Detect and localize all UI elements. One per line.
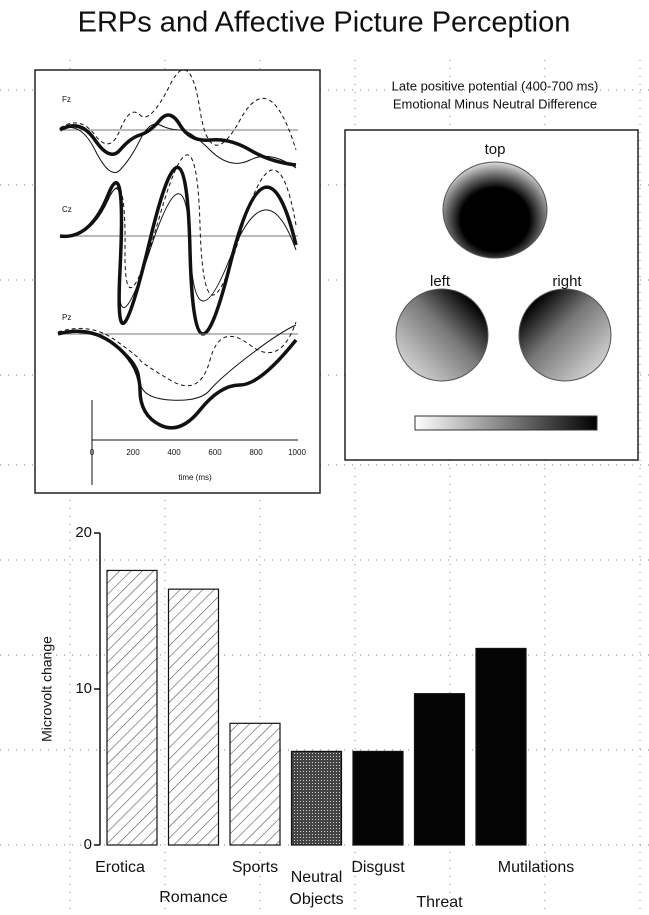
head-left xyxy=(395,288,489,382)
bar xyxy=(475,647,527,846)
bar xyxy=(167,588,220,846)
view-label: left xyxy=(430,273,451,290)
bar xyxy=(352,750,404,846)
erp-waveforms xyxy=(57,69,298,485)
x-tick-label: Mutilations xyxy=(497,859,575,876)
channel-label: Fz xyxy=(62,95,71,104)
topo-subtitle: Emotional Minus Neutral Difference xyxy=(393,96,597,111)
view-label: top xyxy=(485,141,506,158)
view-label: right xyxy=(552,273,582,290)
channel-label: Pz xyxy=(62,313,71,322)
erp-panel xyxy=(34,69,321,494)
y-axis-label: Microvolt change xyxy=(39,636,55,742)
x-tick-label: Neutral Objects xyxy=(289,869,344,908)
time-tick-label: 200 xyxy=(126,448,140,457)
time-axis-label: time (ms) xyxy=(178,473,212,482)
topo-title: Late positive potential (400-700 ms) xyxy=(392,78,599,93)
bar-chart: Microvolt change 0 10 20 xyxy=(39,524,527,853)
time-tick-label: 400 xyxy=(167,448,181,457)
channel-label: Cz xyxy=(62,205,72,214)
erp-labels: Fz Cz Pz 0 200 400 600 800 1000 time (ms) xyxy=(62,95,306,482)
title: ERPs and Affective Picture Perception xyxy=(78,7,571,39)
colorbar xyxy=(414,415,598,431)
x-tick-label: Sports xyxy=(231,859,279,876)
y-tick-label: 20 xyxy=(75,524,92,541)
x-tick-label: Disgust xyxy=(351,859,405,876)
bar xyxy=(413,693,466,846)
y-tick-label: 0 xyxy=(84,836,92,853)
y-tick-label: 10 xyxy=(75,680,92,697)
time-tick-label: 800 xyxy=(249,448,263,457)
x-tick-label: Threat xyxy=(416,894,463,911)
bar xyxy=(290,750,343,846)
x-tick-label: Erotica xyxy=(95,859,145,876)
time-tick-label: 600 xyxy=(208,448,222,457)
time-tick-label: 1000 xyxy=(288,448,306,457)
topo-labels: top left right xyxy=(430,141,582,290)
time-tick-label: 0 xyxy=(90,448,95,457)
bar xyxy=(106,569,158,846)
head-right xyxy=(518,288,612,382)
x-tick-label: Romance xyxy=(159,889,228,906)
bar xyxy=(229,722,281,846)
head-top xyxy=(442,161,548,259)
